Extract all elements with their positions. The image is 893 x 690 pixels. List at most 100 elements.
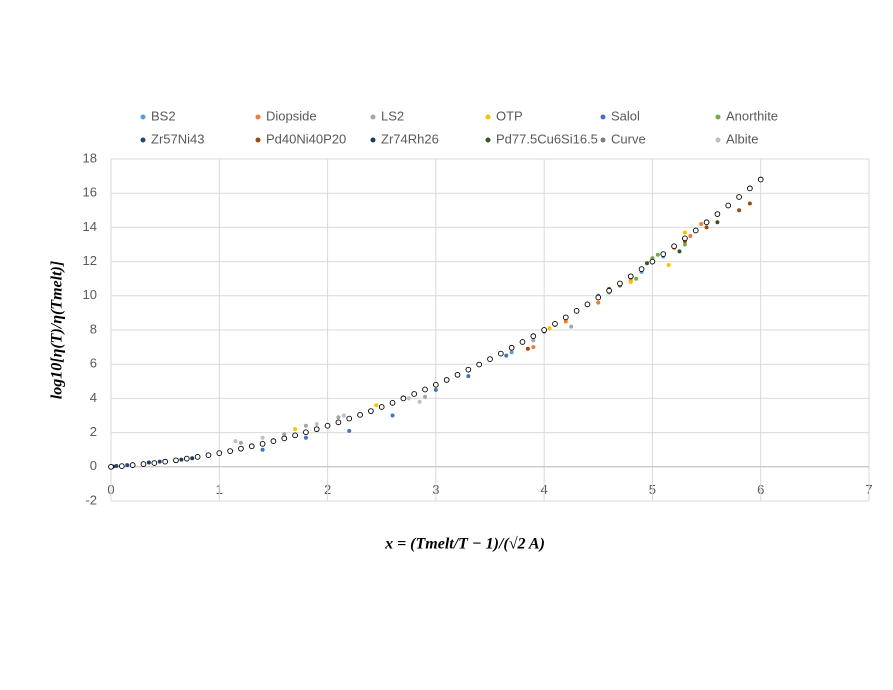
curve-point xyxy=(692,227,699,234)
curve-point xyxy=(378,404,385,410)
curve-point xyxy=(660,251,667,257)
legend-marker xyxy=(140,114,146,120)
legend-label: Salol xyxy=(611,108,640,123)
point xyxy=(238,440,243,445)
point xyxy=(374,403,379,408)
curve-point xyxy=(682,235,688,242)
point xyxy=(314,422,319,427)
legend-label: Pd40Ni40P20 xyxy=(266,131,346,146)
curve-point xyxy=(411,391,418,397)
point xyxy=(260,447,265,452)
curve-point xyxy=(627,273,634,280)
point xyxy=(699,221,704,226)
curve-point xyxy=(476,361,483,368)
curve-point xyxy=(183,455,190,462)
point xyxy=(423,394,428,399)
legend-label: Pd77.5Cu6Si16.5 xyxy=(496,131,598,146)
y-tick-label: 16 xyxy=(83,185,97,200)
curve-point xyxy=(324,422,331,429)
curve-point xyxy=(465,366,472,373)
legend-label: Diopside xyxy=(266,108,317,123)
curve-point xyxy=(530,333,537,340)
point xyxy=(634,276,639,281)
curve-point xyxy=(151,460,158,466)
legend-marker xyxy=(485,137,491,143)
point xyxy=(531,338,536,343)
point xyxy=(433,387,438,392)
point xyxy=(190,456,195,461)
curve-point xyxy=(714,211,721,217)
curve-point xyxy=(606,287,612,294)
curve-point xyxy=(454,371,461,378)
point xyxy=(406,396,411,401)
curve-point xyxy=(313,426,320,433)
point xyxy=(303,423,308,428)
legend-marker xyxy=(600,137,606,143)
point xyxy=(531,345,536,350)
point xyxy=(157,459,162,464)
curve-point xyxy=(573,307,580,314)
y-tick-label: 8 xyxy=(90,321,97,336)
point xyxy=(569,324,574,329)
point xyxy=(737,208,742,213)
curve-point xyxy=(487,356,493,362)
curve-point xyxy=(703,219,710,226)
curve-point xyxy=(617,280,623,287)
curve-point xyxy=(248,443,255,450)
curve-point xyxy=(238,445,244,452)
point xyxy=(336,415,341,420)
point xyxy=(655,252,660,257)
point xyxy=(747,201,752,206)
legend-marker xyxy=(600,114,606,120)
curve-point xyxy=(368,408,374,414)
point xyxy=(390,413,395,418)
point xyxy=(504,353,509,358)
curve-point xyxy=(129,462,136,468)
legend-marker xyxy=(715,114,721,120)
curve-point xyxy=(173,457,179,464)
y-tick-label: 2 xyxy=(90,424,97,439)
legend-label: Albite xyxy=(726,131,759,146)
point xyxy=(114,463,119,468)
curve-point xyxy=(595,294,602,301)
point xyxy=(341,413,346,418)
point xyxy=(628,280,633,285)
legend-marker xyxy=(255,137,261,143)
point xyxy=(466,374,471,379)
point xyxy=(525,346,530,351)
curve-point xyxy=(747,185,753,192)
curve-point xyxy=(108,463,114,470)
curve-point xyxy=(303,429,309,436)
y-tick-label: 18 xyxy=(83,150,97,165)
curve-point xyxy=(519,339,526,345)
curve-point xyxy=(422,386,428,393)
curve-point xyxy=(270,438,277,445)
point xyxy=(347,428,352,433)
point xyxy=(563,319,568,324)
curve-point xyxy=(389,399,396,406)
legend-label: BS2 xyxy=(151,108,176,123)
legend-label: Anorthite xyxy=(726,108,778,123)
legend-label: Zr57Ni43 xyxy=(151,131,204,146)
point xyxy=(677,249,682,254)
curve-point xyxy=(552,320,558,327)
curve-point xyxy=(508,344,515,351)
legend-marker xyxy=(255,114,261,120)
curve-point xyxy=(140,461,147,467)
point xyxy=(303,435,308,440)
curve-point xyxy=(443,377,450,383)
point xyxy=(688,233,693,238)
x-axis-title: x = (Tmelt/T − 1)/(√2 A) xyxy=(384,536,545,553)
point xyxy=(146,460,151,465)
legend-marker xyxy=(370,137,376,143)
y-tick-label: 0 xyxy=(90,458,97,473)
point xyxy=(645,261,650,266)
point xyxy=(666,263,671,268)
curve-point xyxy=(194,454,201,460)
curve-point xyxy=(162,458,168,465)
point xyxy=(704,225,709,230)
legend-label: LS2 xyxy=(381,108,404,123)
point xyxy=(233,439,238,444)
point xyxy=(682,230,687,235)
